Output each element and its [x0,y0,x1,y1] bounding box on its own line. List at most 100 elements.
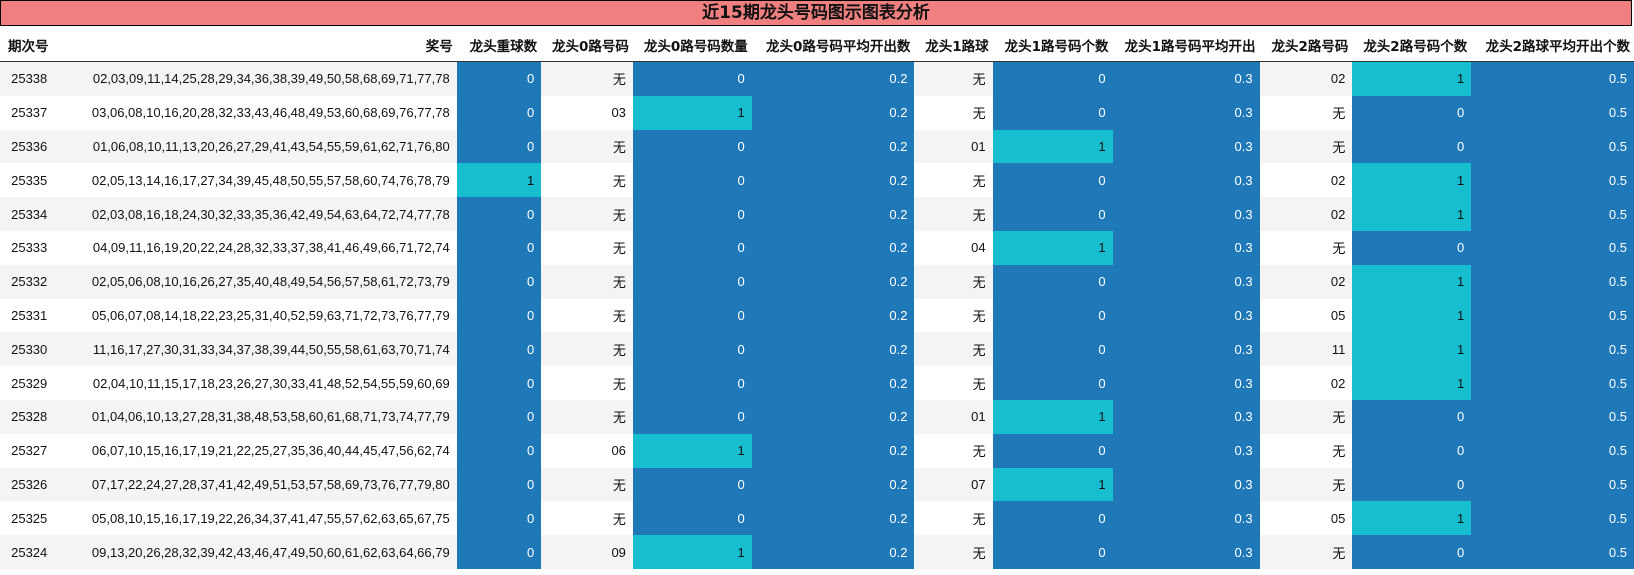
table-cell: 1 [1352,501,1472,536]
table-cell: 0 [632,163,752,198]
table-cell: 05,08,10,15,16,17,19,22,26,34,37,41,47,5… [58,501,457,536]
table-cell: 0 [992,61,1113,96]
table-cell: 无 [914,163,993,198]
table-cell: 无 [914,501,993,536]
table-cell: 25336 [0,129,59,164]
table-cell: 04 [914,230,993,265]
table-cell: 0.3 [1112,467,1260,502]
table-cell: 06,07,10,15,16,17,19,21,22,25,27,35,36,4… [58,433,457,468]
table-cell: 05 [1259,501,1353,536]
table-cell: 无 [541,332,633,367]
table-row: 25327 06,07,10,15,16,17,19,21,22,25,27,35… [0,433,1634,468]
table-cell: 0 [456,467,542,502]
table-cell: 0.5 [1471,129,1634,164]
table-cell: 0 [456,95,542,130]
table-row: 25335 02,05,13,14,16,17,27,34,39,45,48,50… [0,163,1634,198]
table-cell: 0.3 [1112,163,1260,198]
table-cell: 11 [1259,332,1353,367]
table-cell: 0.3 [1112,61,1260,96]
col-header: 龙头1路球 [914,29,993,62]
table-cell: 无 [914,298,993,333]
table-cell: 1 [1352,61,1472,96]
table-cell: 无 [914,535,993,569]
table-cell: 0 [632,366,752,400]
table-cell: 0.2 [751,535,915,569]
table-row: 25336 01,06,08,10,11,13,20,26,27,29,41,43… [0,129,1634,164]
table-cell: 0 [632,332,752,367]
table-row: 25328 01,04,06,10,13,27,28,31,38,48,53,58… [0,399,1634,434]
table-cell: 0 [992,366,1113,400]
table-cell: 25326 [0,467,59,502]
table-cell: 02 [1259,197,1353,231]
table-cell: 25328 [0,399,59,434]
table-row: 25334 02,03,08,16,18,24,30,32,33,35,36,42… [0,197,1634,231]
table-cell: 25329 [0,366,59,400]
table-cell: 无 [914,433,993,468]
table-cell: 1 [1352,264,1472,299]
table-cell: 0.3 [1112,230,1260,265]
table-cell: 1 [632,95,752,130]
table-cell: 无 [1259,129,1353,164]
table-cell: 0 [992,501,1113,536]
table-cell: 01,06,08,10,11,13,20,26,27,29,41,43,54,5… [58,129,457,164]
table-cell: 0.5 [1471,366,1634,400]
table-cell: 0.2 [751,230,915,265]
table-cell: 0 [456,433,542,468]
table-cell: 无 [914,95,993,130]
table-cell: 07,17,22,24,27,28,37,41,42,49,51,53,57,5… [58,467,457,502]
table-cell: 无 [541,230,633,265]
table-cell: 25333 [0,230,59,265]
table-cell: 0 [1352,129,1472,164]
table-cell: 无 [1259,467,1353,502]
table-cell: 0 [1352,399,1472,434]
table-cell: 07 [914,467,993,502]
table-cell: 02 [1259,163,1353,198]
table-cell: 01 [914,399,993,434]
table-cell: 1 [632,535,752,569]
table-cell: 02,03,08,16,18,24,30,32,33,35,36,42,49,5… [58,197,457,231]
table-cell: 25338 [0,61,59,96]
table-cell: 0 [456,61,542,96]
table-cell: 25332 [0,264,59,299]
table-cell: 25325 [0,501,59,536]
table-cell: 02 [1259,61,1353,96]
table-cell: 0.5 [1471,433,1634,468]
table-cell: 无 [541,366,633,400]
table-cell: 0 [1352,467,1472,502]
col-header: 龙头0路号码平均开出数 [751,29,915,62]
table-cell: 无 [1259,95,1353,130]
table-cell: 25335 [0,163,59,198]
table-cell: 1 [992,399,1113,434]
table-cell: 无 [1259,399,1353,434]
table-cell: 0.5 [1471,197,1634,231]
table-cell: 无 [914,197,993,231]
col-header: 期次号 [0,29,59,62]
table-cell: 25330 [0,332,59,367]
table-cell: 1 [1352,366,1472,400]
col-header: 龙头2路号码个数 [1352,29,1472,62]
table-cell: 0 [992,433,1113,468]
table-cell: 04,09,11,16,19,20,22,24,28,32,33,37,38,4… [58,230,457,265]
table-cell: 0.3 [1112,399,1260,434]
table-cell: 0.3 [1112,332,1260,367]
table-cell: 25334 [0,197,59,231]
table-cell: 1 [992,230,1113,265]
table-cell: 0 [992,535,1113,569]
table-cell: 无 [541,467,633,502]
page-title: 近15期龙头号码图示图表分析 [0,0,1632,26]
table-cell: 0.2 [751,467,915,502]
table-cell: 无 [541,163,633,198]
table-cell: 0.5 [1471,298,1634,333]
table-cell: 0.2 [751,163,915,198]
table-cell: 无 [914,332,993,367]
table-cell: 05,06,07,08,14,18,22,23,25,31,40,52,59,6… [58,298,457,333]
col-header: 奖号 [58,29,457,62]
table-cell: 0 [456,501,542,536]
table-cell: 1 [1352,332,1472,367]
table-cell: 无 [1259,433,1353,468]
table-cell: 0 [456,332,542,367]
table-cell: 0.2 [751,197,915,231]
table-cell: 25327 [0,433,59,468]
table-cell: 11,16,17,27,30,31,33,34,37,38,39,44,50,5… [58,332,457,367]
table-cell: 0.3 [1112,433,1260,468]
